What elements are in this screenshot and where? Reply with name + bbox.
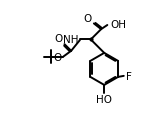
Text: NH: NH bbox=[63, 35, 79, 45]
Text: HO: HO bbox=[96, 94, 112, 104]
Text: O: O bbox=[53, 53, 62, 62]
Text: O: O bbox=[84, 13, 92, 23]
Text: O: O bbox=[54, 34, 63, 44]
Text: OH: OH bbox=[110, 20, 126, 30]
Text: F: F bbox=[126, 71, 132, 81]
